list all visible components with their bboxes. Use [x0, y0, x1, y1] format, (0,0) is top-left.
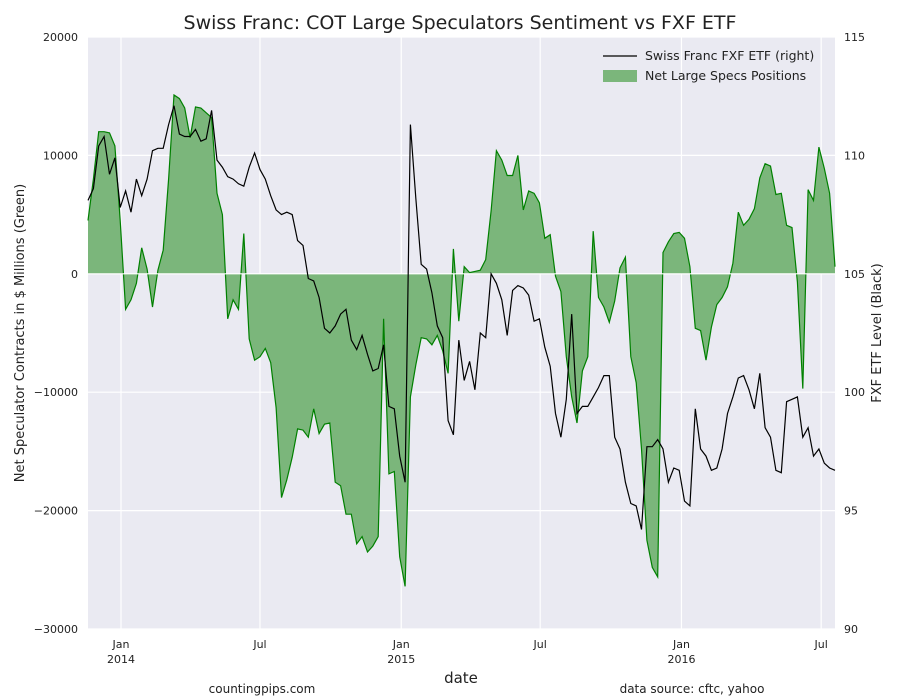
legend-label-fxf: Swiss Franc FXF ETF (right)	[645, 48, 814, 63]
left-tick-label: −20000	[34, 505, 78, 518]
left-tick-label: −10000	[34, 386, 78, 399]
left-tick-label: −30000	[34, 623, 78, 636]
right-tick-label: 105	[844, 268, 865, 281]
x-tick-sublabel: 2015	[387, 653, 415, 666]
plot-area	[87, 36, 836, 630]
right-tick-label: 100	[844, 386, 865, 399]
legend-label-net-specs: Net Large Specs Positions	[645, 68, 806, 83]
x-tick-label: Jan	[112, 638, 130, 651]
x-tick-label: Jul	[252, 638, 266, 651]
left-axis-label: Net Speculator Contracts in $ Millions (…	[13, 184, 28, 482]
left-tick-label: 10000	[43, 149, 78, 162]
x-axis-label: date	[444, 669, 478, 687]
net-specs-area	[88, 95, 835, 587]
chart-title: Swiss Franc: COT Large Speculators Senti…	[184, 12, 737, 34]
x-tick-label: Jul	[533, 638, 547, 651]
footer-right-source: data source: cftc, yahoo	[620, 682, 765, 696]
x-axis-ticks: Jan 2014 Jul Jan 2015 Jul Jan 2016 Jul	[107, 638, 828, 666]
legend: Swiss Franc FXF ETF (right) Net Large Sp…	[603, 48, 814, 83]
left-tick-label: 0	[71, 268, 78, 281]
right-tick-label: 110	[844, 149, 865, 162]
legend-swatch-net-specs	[603, 70, 637, 82]
right-tick-label: 115	[844, 31, 865, 44]
left-axis-ticks: 20000 10000 0 −10000 −20000 −30000	[34, 31, 78, 636]
right-tick-label: 95	[844, 505, 858, 518]
net-specs-line	[87, 93, 836, 587]
footer-left-source: countingpips.com	[209, 682, 316, 696]
right-tick-label: 90	[844, 623, 858, 636]
x-tick-label: Jan	[672, 638, 690, 651]
left-tick-label: 20000	[43, 31, 78, 44]
x-tick-sublabel: 2014	[107, 653, 135, 666]
x-tick-label: Jan	[392, 638, 410, 651]
right-axis-label: FXF ETF Level (Black)	[870, 263, 885, 403]
x-tick-sublabel: 2016	[667, 653, 695, 666]
fxf-etf-line	[87, 105, 836, 530]
x-tick-label: Jul	[814, 638, 828, 651]
right-axis-ticks: 115 110 105 100 95 90	[844, 31, 865, 636]
